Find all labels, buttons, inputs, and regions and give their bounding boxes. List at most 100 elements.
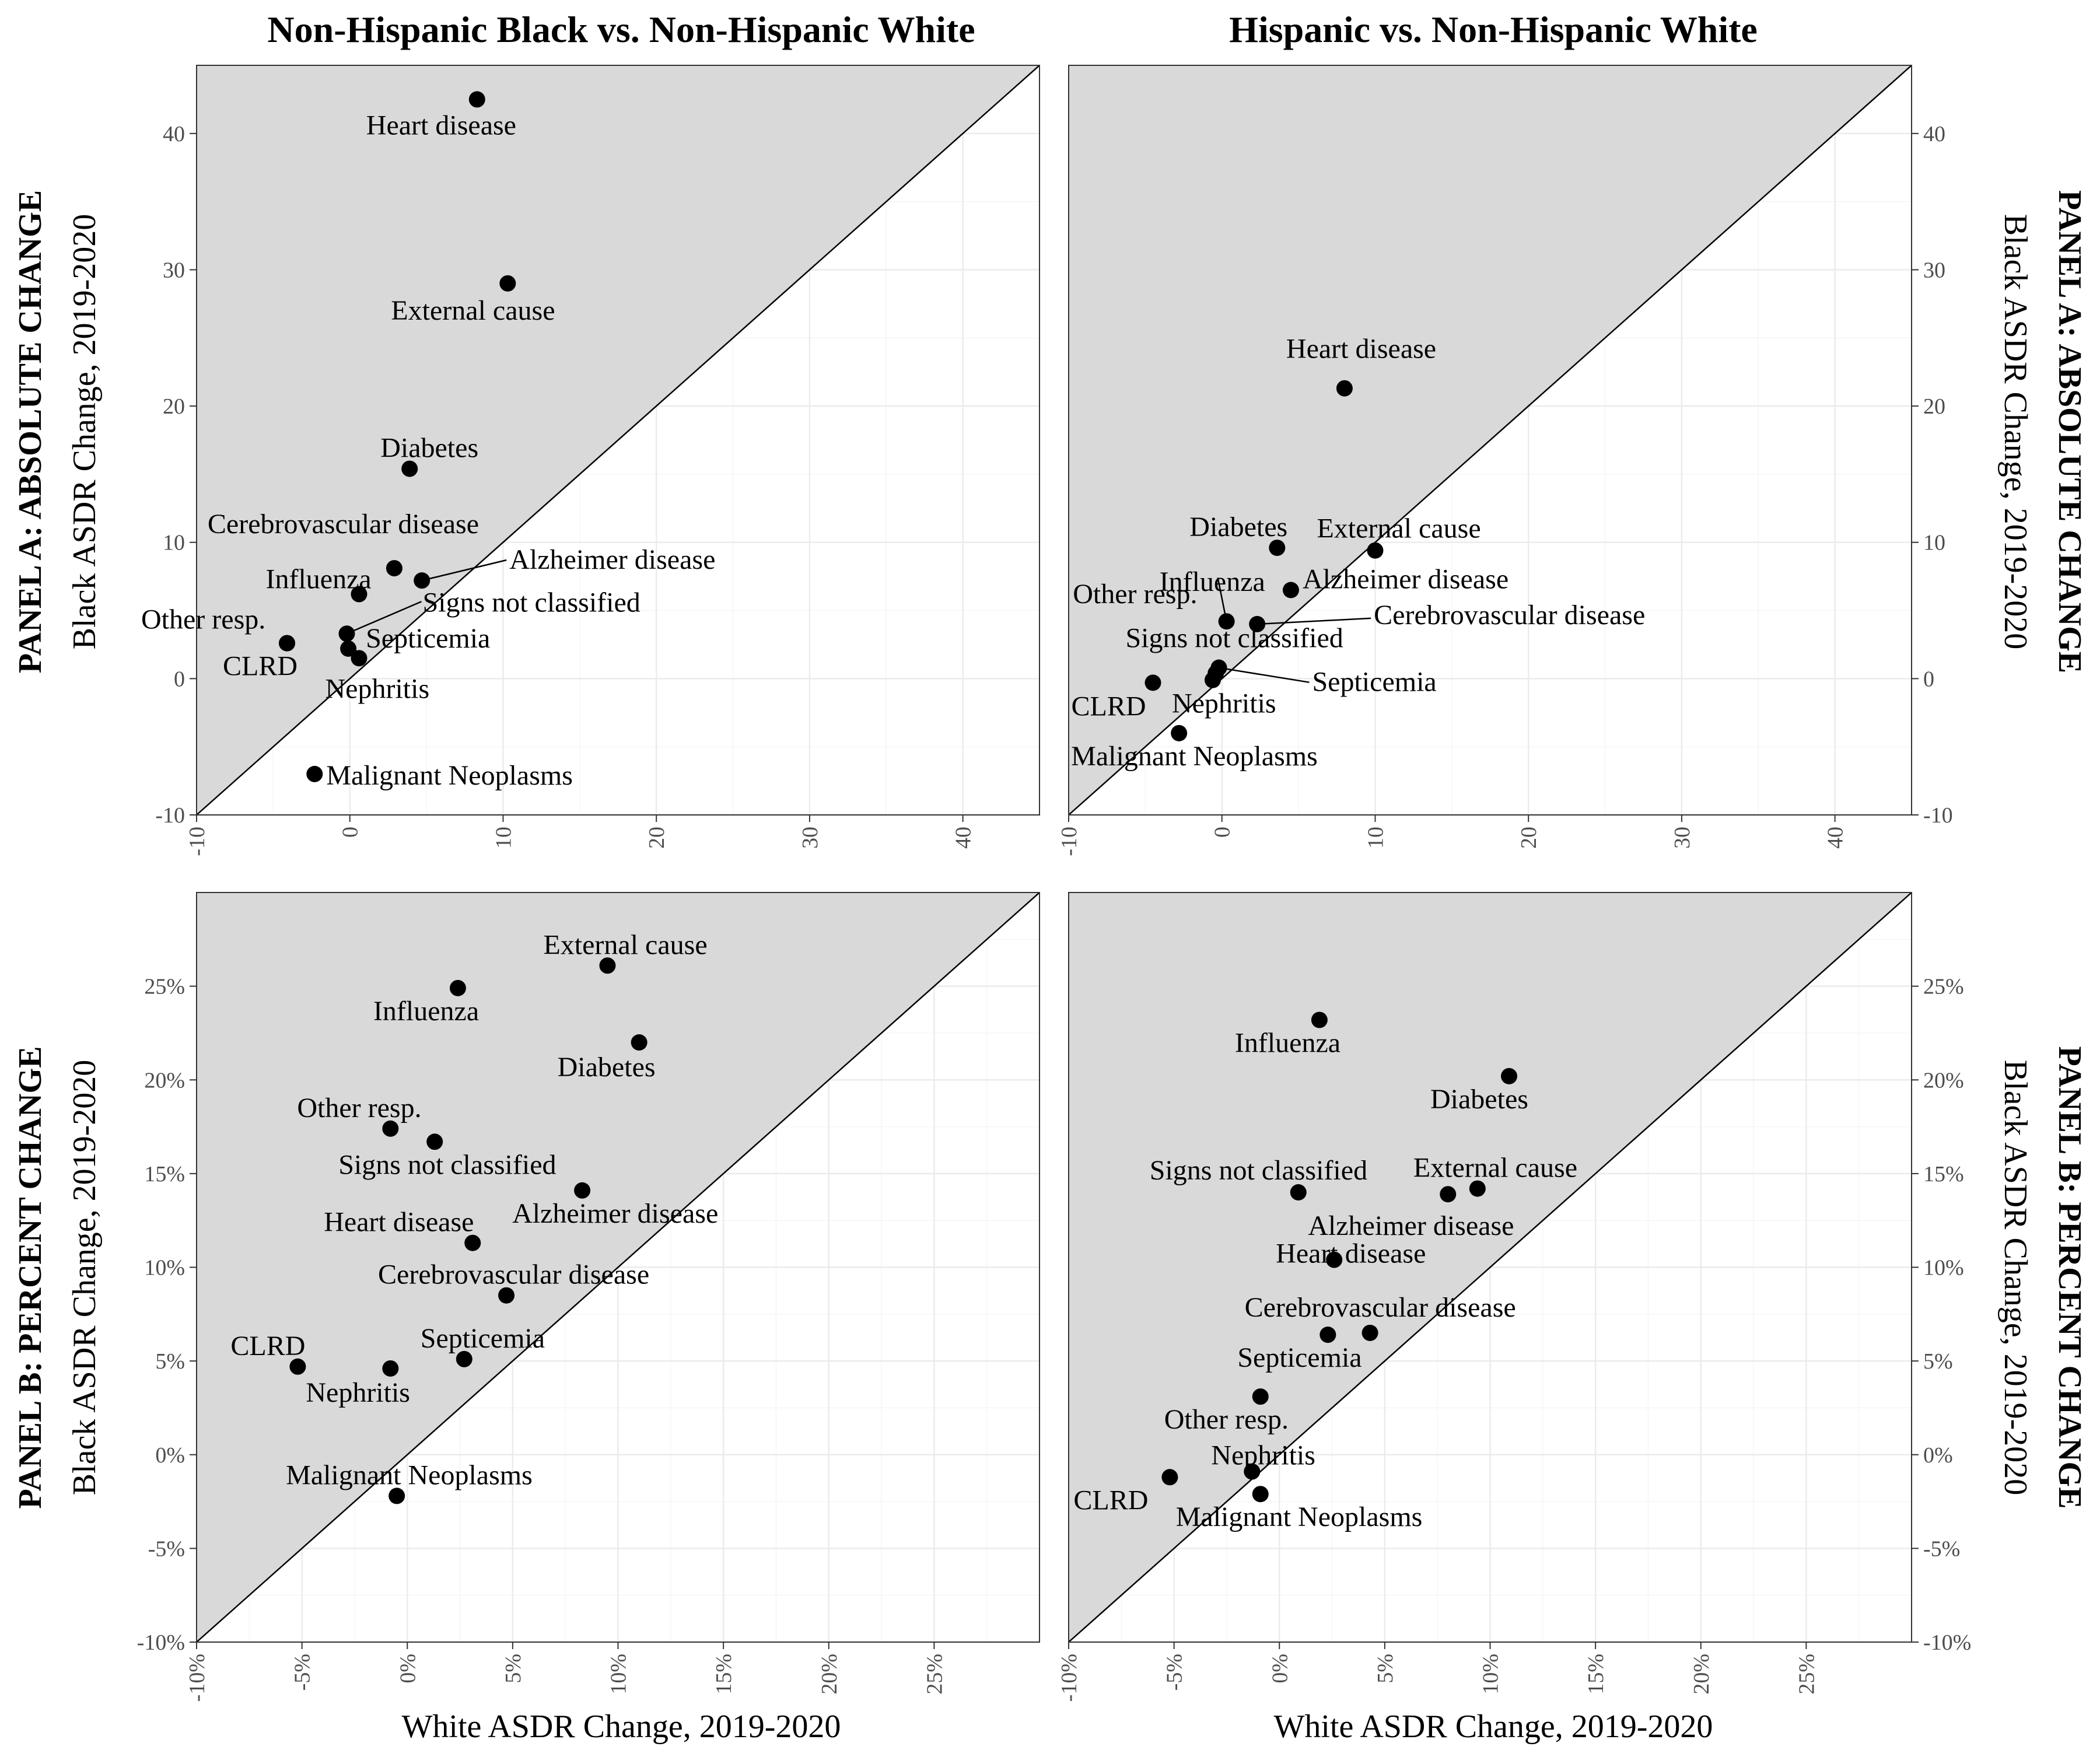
- point-cerebrovascular-disease: [1362, 1324, 1378, 1341]
- row-title-left-a: PANEL A: ABSOLUTE CHANGE: [12, 190, 48, 673]
- x-tick-label: -10: [1057, 827, 1082, 856]
- y-tick-label: -10: [155, 803, 185, 828]
- point-septicemia: [1210, 659, 1227, 676]
- row-title-left-b: PANEL B: PERCENT CHANGE: [12, 1046, 48, 1509]
- label-diabetes: Diabetes: [1430, 1084, 1528, 1115]
- row-title-right-b: PANEL B: PERCENT CHANGE: [2052, 1046, 2088, 1509]
- y-tick-label: 0: [174, 667, 185, 691]
- label-diabetes: Diabetes: [1189, 512, 1287, 542]
- point-diabetes: [1501, 1068, 1518, 1084]
- y-tick-label: 10%: [1923, 1256, 1964, 1280]
- label-cerebrovascular-disease: Cerebrovascular disease: [208, 509, 479, 540]
- panel-2: -10 0 10 20 30 40 -10 0 10 20 30 40 Heart disease Dia…: [1057, 65, 1953, 856]
- point-septicemia: [456, 1350, 473, 1367]
- label-septicemia: Septicemia: [1312, 667, 1436, 698]
- y-tick-label: -10: [1923, 803, 1953, 828]
- panel-1: -10 0 10 20 30 40 -10 0 10 20 30 40 Heart disease Ext…: [141, 65, 1040, 856]
- point-external-cause: [499, 275, 516, 292]
- y-tick-label: 15%: [144, 1162, 185, 1186]
- point-septicemia: [340, 640, 357, 657]
- point-diabetes: [401, 460, 418, 477]
- ylabel-right-b: Black ASDR Change, 2019-2020: [1997, 1060, 2034, 1496]
- x-tick-label: 20: [1517, 827, 1541, 849]
- x-tick-label: 10: [491, 827, 516, 849]
- label-malignant-neoplasms: Malignant Neoplasms: [286, 1460, 533, 1490]
- label-other-resp: Other resp.: [1073, 579, 1197, 610]
- x-tick-label: 40: [951, 827, 976, 849]
- point-nephritis: [351, 650, 368, 667]
- point-alzheimer-disease: [574, 1182, 591, 1199]
- label-heart-disease: Heart disease: [1276, 1238, 1426, 1269]
- y-tick-label: 10: [1923, 531, 1945, 555]
- y-tick-label: -10%: [1923, 1630, 1971, 1655]
- label-heart-disease: Heart disease: [366, 110, 516, 141]
- label-septicemia: Septicemia: [1237, 1342, 1362, 1373]
- plot-border: [196, 65, 1040, 816]
- label-diabetes: Diabetes: [380, 433, 478, 464]
- panels: -10 0 10 20 30 40 -10 0 10 20 30 40 Heart disease Ext…: [137, 65, 1971, 1702]
- label-cerebrovascular-disease: Cerebrovascular disease: [378, 1259, 649, 1290]
- label-other-resp: Other resp.: [141, 604, 265, 635]
- point-signs-not-classified: [1290, 1184, 1307, 1200]
- y-tick-label: 25%: [144, 975, 185, 999]
- label-influenza: Influenza: [1235, 1027, 1340, 1058]
- y-tick-label: 5%: [1923, 1349, 1953, 1374]
- label-signs-not-classified: Signs not classified: [338, 1149, 556, 1180]
- x-tick-label: 10%: [607, 1654, 631, 1695]
- reference-line: [196, 892, 1040, 1643]
- y-tick-label: -10%: [137, 1630, 185, 1655]
- point-influenza: [449, 979, 466, 996]
- point-alzheimer-disease: [414, 572, 430, 589]
- x-tick-label: 30: [798, 827, 822, 849]
- point-influenza: [1218, 613, 1235, 630]
- label-other-resp: Other resp.: [1164, 1404, 1289, 1435]
- leader-line-cerebrovascular-disease: [1257, 617, 1371, 625]
- x-tick-label: 20%: [1689, 1654, 1714, 1695]
- label-influenza: Influenza: [373, 996, 479, 1027]
- y-tick-label: 5%: [155, 1349, 185, 1374]
- ylabel-left-b: Black ASDR Change, 2019-2020: [66, 1060, 103, 1496]
- panel-4: -10% -5% 0% 5% 10% 15% 20% 25% -10% -5% 0% 5% 10% 15%…: [1057, 892, 1971, 1702]
- ylabel-right-a: Black ASDR Change, 2019-2020: [1997, 214, 2034, 650]
- label-clrd: CLRD: [230, 1331, 305, 1362]
- xlabel-right: White ASDR Change, 2019-2020: [1274, 1709, 1713, 1745]
- point-external-cause: [1367, 542, 1384, 559]
- point-clrd: [279, 635, 296, 652]
- label-clrd: CLRD: [223, 651, 298, 682]
- point-cerebrovascular-disease: [386, 560, 402, 577]
- label-external-cause: External cause: [1317, 513, 1480, 544]
- x-tick-label: 20: [645, 827, 669, 849]
- y-tick-label: 10: [163, 531, 185, 555]
- y-tick-label: 0: [1923, 667, 1934, 691]
- label-cerebrovascular-disease: Cerebrovascular disease: [1374, 600, 1645, 631]
- x-tick-label: 0%: [1268, 1654, 1292, 1684]
- point-clrd: [1144, 674, 1161, 691]
- y-tick-label: 40: [1923, 122, 1945, 146]
- label-nephritis: Nephritis: [1211, 1440, 1315, 1471]
- point-other-resp: [1252, 1388, 1269, 1405]
- label-nephritis: Nephritis: [325, 673, 429, 704]
- point-diabetes: [631, 1034, 648, 1051]
- point-external-cause: [599, 957, 616, 974]
- point-other-resp: [382, 1120, 399, 1137]
- label-alzheimer-disease: Alzheimer disease: [512, 1198, 718, 1229]
- x-tick-label: 15%: [712, 1654, 736, 1695]
- label-signs-not-classified: Signs not classified: [1125, 623, 1343, 654]
- point-heart-disease: [468, 91, 485, 108]
- point-nephritis: [1204, 671, 1221, 688]
- point-diabetes: [1269, 540, 1286, 556]
- x-tick-label: 0%: [396, 1654, 420, 1684]
- label-external-cause: External cause: [1413, 1153, 1577, 1184]
- point-heart-disease: [1326, 1251, 1343, 1268]
- point-malignant-neoplasms: [1171, 724, 1188, 741]
- y-tick-label: -5%: [1923, 1536, 1960, 1561]
- point-nephritis: [382, 1360, 399, 1377]
- y-tick-label: 30: [163, 258, 185, 282]
- point-malignant-neoplasms: [1252, 1486, 1269, 1503]
- ylabel-left-a: Black ASDR Change, 2019-2020: [66, 214, 103, 650]
- label-nephritis: Nephritis: [306, 1377, 410, 1408]
- column-title-hispanic: Hispanic vs. Non-Hispanic White: [1229, 9, 1758, 50]
- reference-line: [1068, 65, 1912, 816]
- point-heart-disease: [464, 1234, 481, 1251]
